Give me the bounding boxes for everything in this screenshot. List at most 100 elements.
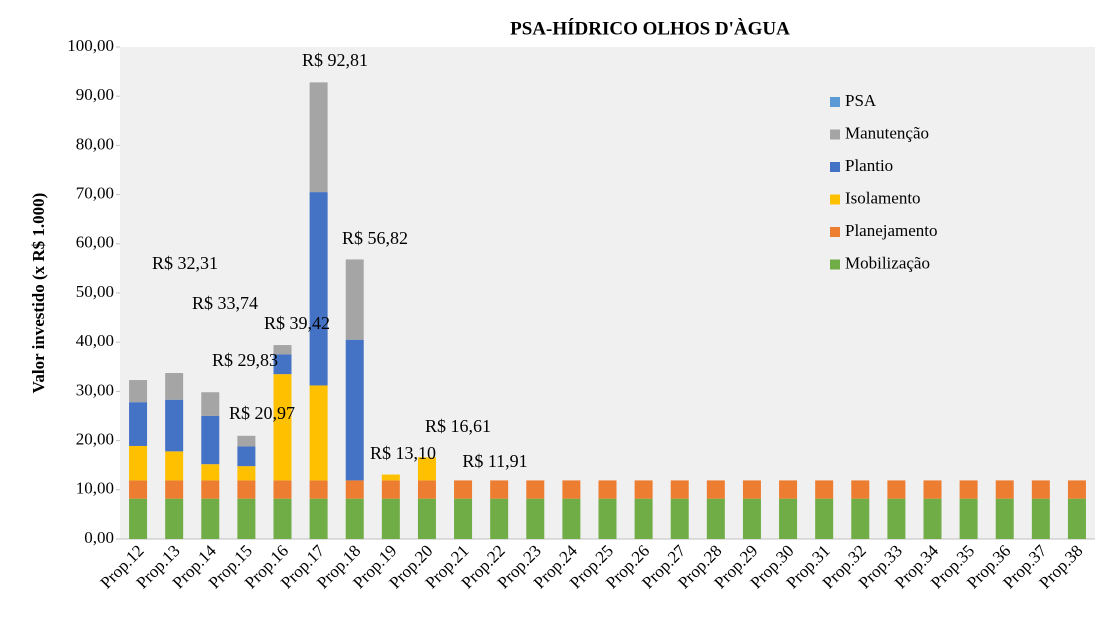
- total-label: R$ 29,83: [212, 350, 278, 370]
- bar-segment: [273, 345, 292, 355]
- bar-segment: [129, 445, 148, 481]
- bar-segment: [129, 498, 148, 539]
- bar-segment: [887, 480, 906, 499]
- bar-segment: [923, 480, 942, 499]
- bar-segment: [1067, 498, 1086, 539]
- bar-segment: [345, 259, 364, 340]
- bar-segment: [417, 498, 436, 539]
- bar-segment: [129, 402, 148, 446]
- bar-segment: [526, 480, 545, 499]
- bar-segment: [598, 480, 617, 499]
- bar-segment: [273, 498, 292, 539]
- bar-segment: [165, 480, 184, 499]
- bar-segment: [273, 354, 292, 375]
- bar-segment: [273, 374, 292, 481]
- legend-swatch: [830, 227, 840, 237]
- bar-segment: [201, 480, 220, 499]
- total-label: R$ 20,97: [229, 403, 295, 423]
- bar-segment: [129, 480, 148, 499]
- bar-segment: [706, 498, 725, 539]
- bar-segment: [742, 498, 761, 539]
- bar-segment: [237, 480, 256, 499]
- bar-segment: [237, 466, 256, 481]
- bar-segment: [237, 498, 256, 539]
- bar-segment: [345, 339, 364, 481]
- bar-segment: [273, 480, 292, 499]
- bar-segment: [309, 82, 328, 193]
- bar-segment: [526, 498, 545, 539]
- bar-segment: [851, 498, 870, 539]
- y-tick-label: 80,00: [76, 134, 114, 153]
- legend-swatch: [830, 162, 840, 172]
- bar-segment: [670, 498, 689, 539]
- y-tick-label: 90,00: [76, 85, 114, 104]
- y-tick-label: 40,00: [76, 331, 114, 350]
- bar-segment: [381, 474, 400, 481]
- y-tick-label: 70,00: [76, 184, 114, 203]
- total-label: R$ 92,81: [302, 50, 368, 70]
- bar-segment: [490, 480, 509, 499]
- bar-segment: [454, 498, 473, 539]
- bar-segment: [706, 480, 725, 499]
- total-label: R$ 33,74: [192, 293, 258, 313]
- y-tick-label: 0,00: [84, 528, 114, 547]
- legend-swatch: [830, 194, 840, 205]
- bar-segment: [417, 457, 436, 481]
- bar-segment: [815, 480, 834, 499]
- bar-segment: [201, 464, 220, 481]
- legend-swatch: [830, 97, 840, 107]
- bar-segment: [345, 480, 364, 499]
- bar-segment: [851, 480, 870, 499]
- bar-segment: [490, 498, 509, 539]
- bar-segment: [165, 399, 184, 452]
- total-label: R$ 16,61: [425, 416, 491, 436]
- bar-segment: [959, 480, 978, 499]
- legend-label: Plantio: [845, 156, 893, 175]
- total-label: R$ 13,10: [370, 443, 436, 463]
- bar-segment: [779, 480, 798, 499]
- total-label: R$ 11,91: [462, 451, 527, 471]
- bar-segment: [742, 480, 761, 499]
- bar-segment: [779, 498, 798, 539]
- y-tick-label: 100,00: [67, 36, 114, 55]
- y-tick-label: 30,00: [76, 380, 114, 399]
- bar-segment: [165, 451, 184, 481]
- bar-segment: [815, 498, 834, 539]
- bar-segment: [165, 372, 184, 400]
- legend-label: Planejamento: [845, 221, 938, 240]
- legend-label: PSA: [845, 91, 877, 110]
- bar-segment: [959, 498, 978, 539]
- bar-segment: [634, 480, 653, 499]
- bar-segment: [381, 498, 400, 539]
- chart-title: PSA-HÍDRICO OLHOS D'ÀGUA: [510, 17, 790, 39]
- bar-segment: [995, 480, 1014, 499]
- bar-segment: [887, 498, 906, 539]
- plot-area: [120, 47, 1095, 539]
- legend-swatch: [830, 129, 840, 140]
- y-tick-label: 20,00: [76, 430, 114, 449]
- bar-segment: [634, 498, 653, 539]
- bar-segment: [381, 480, 400, 499]
- bar-segment: [923, 498, 942, 539]
- bar-segment: [201, 498, 220, 539]
- y-tick-label: 50,00: [76, 282, 114, 301]
- bar-segment: [670, 480, 689, 499]
- bar-segment: [309, 480, 328, 499]
- bar-segment: [995, 498, 1014, 539]
- bar-segment: [454, 480, 473, 499]
- bar-segment: [201, 415, 220, 465]
- bar-segment: [345, 498, 364, 539]
- bar-segment: [1031, 480, 1050, 499]
- bar-segment: [1067, 480, 1086, 499]
- bar-segment: [562, 498, 581, 539]
- y-tick-label: 10,00: [76, 479, 114, 498]
- bar-segment: [201, 392, 220, 416]
- legend-label: Isolamento: [845, 188, 921, 207]
- bar-segment: [562, 480, 581, 499]
- legend-label: Mobilização: [845, 253, 930, 272]
- total-label: R$ 32,31: [152, 253, 218, 273]
- bar-segment: [165, 498, 184, 539]
- total-label: R$ 39,42: [264, 313, 330, 333]
- bar-segment: [1031, 498, 1050, 539]
